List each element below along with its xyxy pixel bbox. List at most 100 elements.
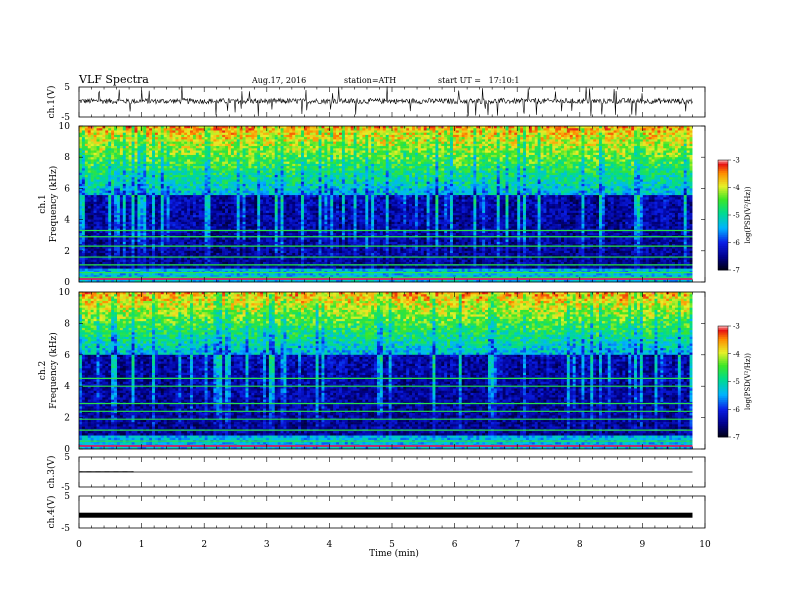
spectro-cell xyxy=(205,133,208,136)
spectro-cell xyxy=(310,133,313,136)
spectro-cell xyxy=(476,133,479,136)
spectro-cell xyxy=(555,137,558,140)
spectro-cell xyxy=(403,128,406,131)
spectro-cell xyxy=(94,142,97,145)
spectro-cell xyxy=(558,133,561,136)
spectro-cell xyxy=(114,139,117,142)
spectro-cell xyxy=(596,137,599,140)
spectro-cell xyxy=(184,133,187,136)
spectro-cell xyxy=(374,130,377,133)
spectro-cell xyxy=(117,135,120,138)
spectro-cell xyxy=(590,137,593,140)
spectro-cell xyxy=(333,128,336,131)
spectro-cell xyxy=(681,137,684,140)
spectro-cell xyxy=(529,139,532,142)
spectro-cell xyxy=(552,139,555,142)
spectro-cell xyxy=(377,130,380,133)
spectro-cell xyxy=(202,133,205,136)
spectro-cell xyxy=(564,130,567,133)
spectro-cell xyxy=(359,139,362,142)
spectro-cell xyxy=(316,137,319,140)
spectro-cell xyxy=(681,139,684,142)
spectro-cell xyxy=(596,130,599,133)
spectro-cell xyxy=(622,137,625,140)
spectro-cell xyxy=(345,128,348,131)
spectro-cell xyxy=(246,135,249,138)
spectro-cell xyxy=(123,128,126,131)
spectro-cell xyxy=(319,128,322,131)
spectro-cell xyxy=(558,128,561,131)
spectro-cell xyxy=(596,139,599,142)
spectro-cell xyxy=(237,133,240,136)
spectro-cell xyxy=(465,130,468,133)
spectro-cell xyxy=(354,130,357,133)
spectro-cell xyxy=(374,128,377,131)
spectro-cell xyxy=(216,135,219,138)
spectro-cell xyxy=(491,133,494,136)
spectro-cell xyxy=(327,137,330,140)
spectro-cell xyxy=(310,137,313,140)
spectro-cell xyxy=(506,139,509,142)
spectro-cell xyxy=(564,135,567,138)
spectro-cell xyxy=(362,137,365,140)
spectro-cell xyxy=(152,130,155,133)
spectro-cell xyxy=(278,128,281,131)
spectro-cell xyxy=(579,135,582,138)
spectro-cell xyxy=(383,135,386,138)
spectro-cell xyxy=(208,139,211,142)
spectro-cell xyxy=(421,133,424,136)
spectro-cell xyxy=(123,133,126,136)
ch1-waveform-panel: 5-5ch.1(V) xyxy=(46,83,705,123)
spectro-cell xyxy=(310,135,313,138)
spectro-cell xyxy=(91,135,94,138)
spectro-cell xyxy=(590,130,593,133)
spectro-cell xyxy=(543,133,546,136)
spectro-cell xyxy=(149,128,152,131)
spectro-cell xyxy=(164,135,167,138)
spectro-cell xyxy=(155,139,158,142)
spectro-cell xyxy=(205,135,208,138)
spectro-cell xyxy=(85,130,88,133)
spectro-cell xyxy=(567,128,570,131)
spectro-cell xyxy=(655,130,658,133)
spectro-cell xyxy=(628,128,631,131)
spectro-cell xyxy=(190,137,193,140)
spectro-cell xyxy=(418,133,421,136)
spectro-cell xyxy=(348,135,351,138)
spectro-cell xyxy=(234,128,237,131)
spectro-cell xyxy=(406,135,409,138)
spectro-cell xyxy=(351,130,354,133)
start-time-label: start UT = 17:10:1 xyxy=(438,76,519,85)
spectro-cell xyxy=(473,135,476,138)
spectro-cell xyxy=(246,133,249,136)
spectro-cell xyxy=(584,135,587,138)
spectro-cell xyxy=(164,128,167,131)
spectro-cell xyxy=(307,133,310,136)
spectro-cell xyxy=(655,139,658,142)
spectro-cell xyxy=(269,128,272,131)
spectro-cell xyxy=(587,130,590,133)
spectro-cell xyxy=(424,133,427,136)
spectro-cell xyxy=(409,139,412,142)
spectro-cell xyxy=(485,128,488,131)
spectro-cell xyxy=(383,128,386,131)
spectro-cell xyxy=(491,139,494,142)
spectro-cell xyxy=(240,128,243,131)
spectro-cell xyxy=(94,133,97,136)
spectro-cell xyxy=(135,135,138,138)
spectro-cell xyxy=(389,139,392,142)
spectro-cell xyxy=(468,139,471,142)
spectro-cell xyxy=(506,135,509,138)
spectro-cell xyxy=(213,128,216,131)
spectro-cell xyxy=(377,139,380,142)
spectro-cell xyxy=(301,137,304,140)
spectro-cell xyxy=(690,130,693,133)
spectro-cell xyxy=(149,137,152,140)
spectro-cell xyxy=(526,137,529,140)
spectro-cell xyxy=(470,133,473,136)
spectro-cell xyxy=(324,130,327,133)
spectro-cell xyxy=(155,128,158,131)
spectro-cell xyxy=(602,139,605,142)
spectro-cell xyxy=(254,139,257,142)
spectro-cell xyxy=(485,133,488,136)
